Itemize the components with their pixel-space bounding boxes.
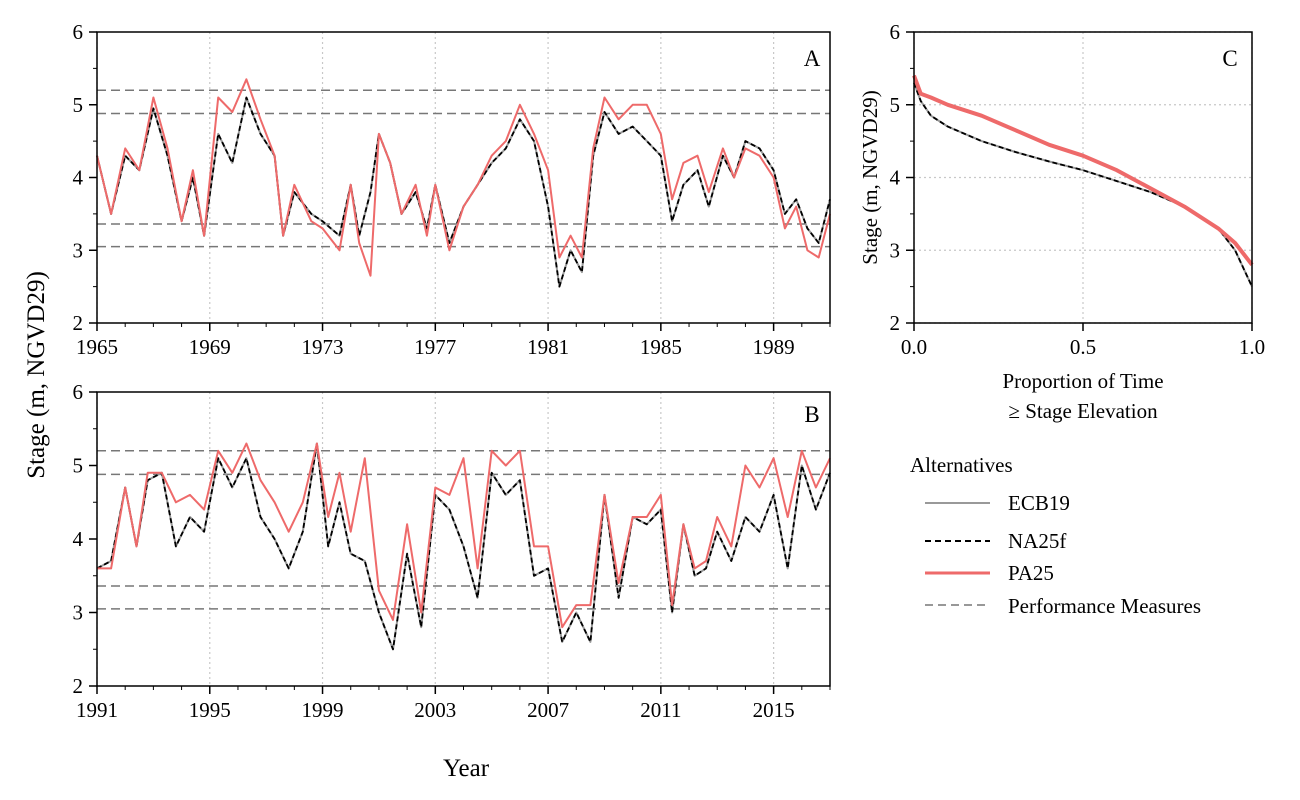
legend-label-na25f: NA25f (1008, 529, 1066, 553)
panel-a-x-tick-label-2: 1973 (302, 335, 344, 359)
panel-c-x-tick-label-1: 0.5 (1070, 335, 1096, 359)
panel-c-x-tick-label-2: 1.0 (1239, 335, 1265, 359)
panel-a-y-tick-label-2: 4 (73, 166, 84, 190)
panel-a-series-na25f (96, 96, 831, 288)
panel-c-y-tick-label-3: 5 (890, 93, 901, 117)
legend-label-performance-measures: Performance Measures (1008, 594, 1201, 618)
panel-a-series-pa25 (96, 78, 831, 277)
panel-b-y-tick-label-4: 6 (73, 380, 84, 404)
panel-b-x-tick-label-3: 2003 (414, 698, 456, 722)
legend-title: Alternatives (910, 453, 1013, 477)
panel-a-y-tick-label-3: 5 (73, 93, 84, 117)
panel-a-x-tick-label-5: 1985 (640, 335, 682, 359)
panel-b-y-tick-label-1: 3 (73, 601, 84, 625)
panel-b-series-na25f (96, 442, 831, 651)
main-y-axis-title: Stage (m, NGVD29) (23, 271, 50, 479)
panel-b-y-tick-label-3: 5 (73, 454, 84, 478)
panel-a-series-ecb19 (96, 96, 831, 288)
panel-b-x-tick-label-1: 1995 (189, 698, 231, 722)
panel-a-frame (96, 31, 831, 324)
panel-a-label: A (804, 46, 821, 71)
legend-label-ecb19: ECB19 (1008, 491, 1070, 515)
panel-b: 1991 1995 1999 2003 2007 2011 2015 2 3 4 5 6 B (73, 380, 831, 722)
panel-b-label: B (804, 402, 819, 427)
legend-label-pa25: PA25 (1008, 561, 1054, 585)
panel-c-y-tick-label-0: 2 (890, 311, 901, 335)
panel-b-x-tick-label-4: 2007 (527, 698, 569, 722)
panel-a-x-tick-label-6: 1989 (753, 335, 795, 359)
panel-b-series-pa25 (97, 442, 831, 629)
legend: Alternatives ECB19 NA25f PA25 Performanc… (910, 453, 1201, 618)
panel-a: 1965 1969 1973 1977 1981 1985 1989 2 3 4 5 6 A (73, 20, 831, 359)
panel-a-x-tick-label-4: 1981 (527, 335, 569, 359)
panel-c-label: C (1222, 46, 1237, 71)
panel-c-x-tick-label-0: 0.0 (901, 335, 927, 359)
panel-b-y-tick-label-0: 2 (73, 674, 84, 698)
panel-b-x-tick-label-6: 2015 (753, 698, 795, 722)
panel-b-y-tick-label-2: 4 (73, 527, 84, 551)
panel-a-x-tick-label-3: 1977 (414, 335, 456, 359)
panel-a-y-tick-label-0: 2 (73, 311, 84, 335)
panel-c-x-axis-title-line-2: ≥ Stage Elevation (1008, 399, 1158, 423)
panel-a-x-tick-label-1: 1969 (189, 335, 231, 359)
panel-b-x-tick-label-2: 1999 (302, 698, 344, 722)
panel-a-y-tick-label-4: 6 (73, 20, 84, 44)
panel-c-x-axis-title-line-1: Proportion of Time (1002, 369, 1163, 393)
panel-c-series-pa25 (912, 74, 1254, 267)
panel-a-x-tick-label-0: 1965 (76, 335, 118, 359)
panel-c-y-axis-title: Stage (m, NGVD29) (858, 90, 882, 264)
panel-c-y-tick-label-1: 3 (890, 238, 901, 262)
panel-c: 0.0 0.5 1.0 2 3 4 5 6 C Stage (m, NGVD29) Proporti… (858, 20, 1265, 423)
panel-b-x-tick-label-5: 2011 (640, 698, 681, 722)
panel-c-y-tick-label-4: 6 (890, 20, 901, 44)
panel-b-x-tick-label-0: 1991 (76, 698, 118, 722)
main-x-axis-title: Year (443, 755, 490, 782)
panel-a-y-tick-label-1: 3 (73, 238, 84, 262)
panel-c-y-tick-label-2: 4 (890, 166, 901, 190)
